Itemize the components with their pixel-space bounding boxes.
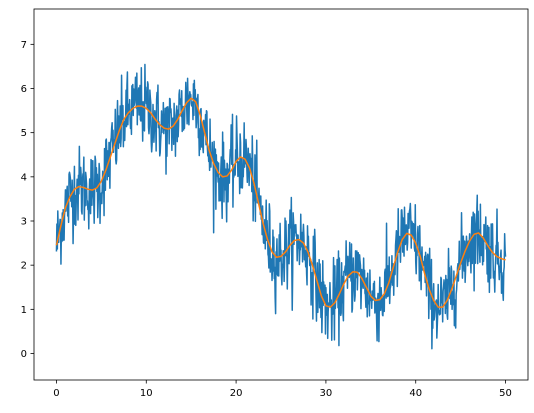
plot-area	[55, 63, 507, 350]
y-tick-label: 2	[21, 261, 27, 272]
x-tick-label: 30	[320, 388, 333, 399]
x-tick-label: 50	[499, 388, 512, 399]
x-tick-label: 20	[230, 388, 243, 399]
x-tick-label: 40	[409, 388, 422, 399]
y-tick-label: 6	[21, 84, 27, 95]
y-tick-label: 0	[21, 349, 27, 360]
series-smooth-line	[55, 97, 506, 308]
y-tick-label: 7	[21, 40, 27, 51]
y-tick-label: 5	[21, 128, 27, 139]
x-tick-label: 10	[140, 388, 153, 399]
y-tick-label: 3	[21, 217, 27, 228]
x-tick-label: 0	[53, 388, 59, 399]
y-tick-label: 4	[21, 172, 27, 183]
series-noisy-line	[55, 63, 507, 350]
y-tick-label: 1	[21, 305, 27, 316]
y-axis: 0 1 2 3 4 5 6 7	[21, 40, 34, 360]
x-axis: 0 10 20 30 40 50	[53, 380, 512, 399]
axes-frame	[33, 8, 529, 381]
